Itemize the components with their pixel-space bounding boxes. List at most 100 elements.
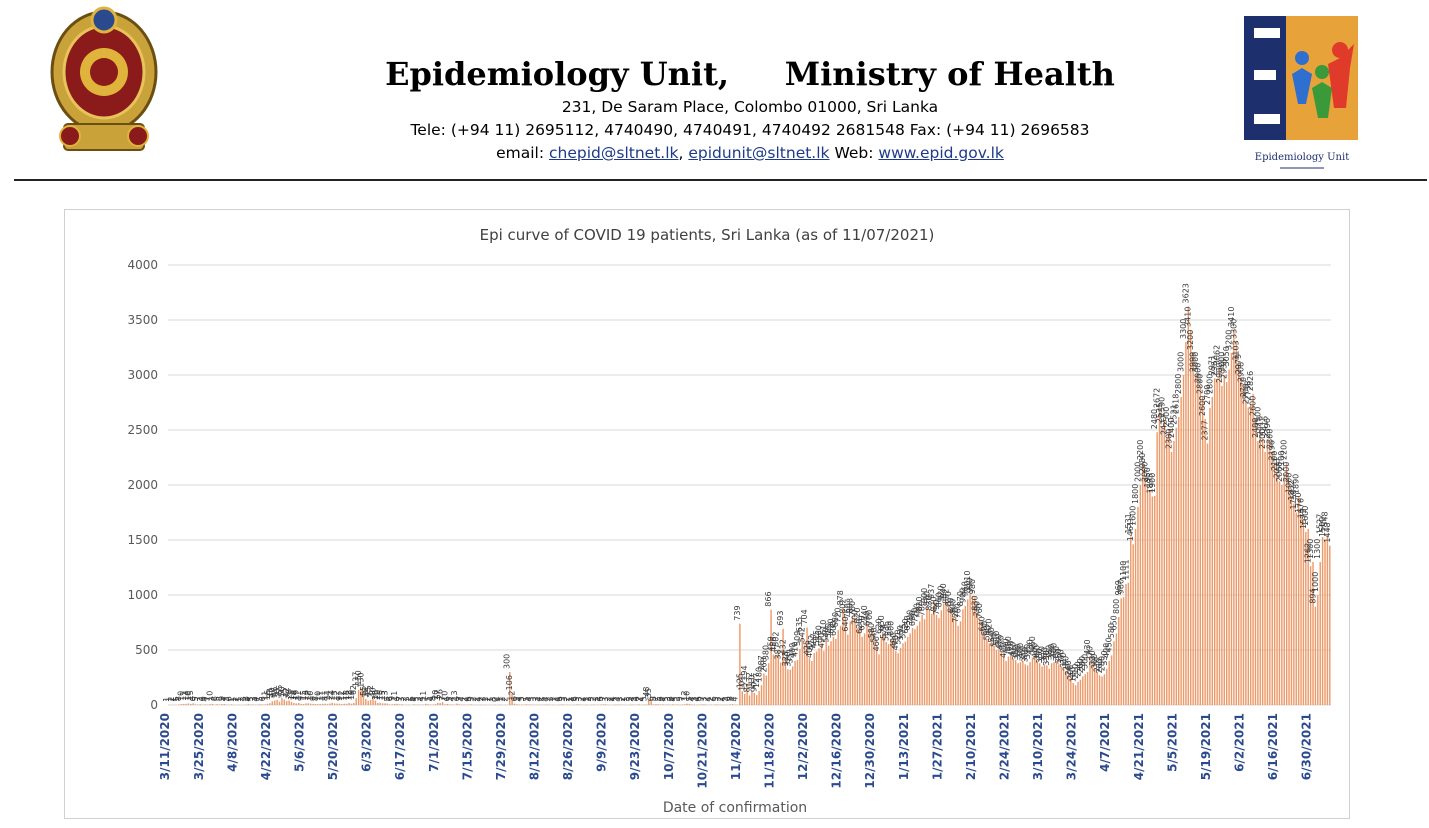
bar xyxy=(1235,342,1237,705)
bar-data-label: 3 xyxy=(690,697,699,702)
bar-data-label: 580 xyxy=(824,623,833,638)
bar-data-label: 0 xyxy=(491,697,500,702)
bar xyxy=(314,704,317,705)
bar-data-label: 4 xyxy=(462,696,471,701)
email-link-chepid[interactable]: chepid@sltnet.lk xyxy=(549,144,679,162)
bar-data-label: 560 xyxy=(814,625,823,640)
bar-data-label: 11 xyxy=(294,691,303,701)
bar-data-label: 40 xyxy=(368,687,377,697)
bar-data-label: 540 xyxy=(870,627,879,642)
email-link-epidunit[interactable]: epidunit@sltnet.lk xyxy=(688,144,830,162)
bar-data-label: 720 xyxy=(951,608,960,623)
bar-data-label: 3623 xyxy=(1181,283,1190,303)
x-tick-label: 3/11/2020 xyxy=(158,713,172,780)
bar-data-label: 10 xyxy=(306,691,315,701)
bar-data-label: 760 xyxy=(954,603,963,618)
bar-data-label: 2 xyxy=(635,697,644,702)
bar-data-label: 14 xyxy=(181,690,190,700)
bar xyxy=(662,704,664,705)
bar-data-label: 268 xyxy=(759,657,768,672)
bar-data-label: 132 xyxy=(745,672,754,687)
bar xyxy=(1089,657,1091,705)
bar xyxy=(950,609,952,705)
bar xyxy=(1178,417,1180,705)
bar-data-label: 35 xyxy=(280,688,289,698)
bar-data-label: 330 xyxy=(1042,650,1051,665)
bar-data-label: 330 xyxy=(1100,650,1109,665)
bar xyxy=(1113,641,1115,705)
bar-data-label: 802 xyxy=(838,598,847,613)
bar-data-label: 740 xyxy=(860,605,869,620)
bar-data-label: 2936 xyxy=(1220,359,1229,379)
bar-data-label: 87 xyxy=(743,682,752,692)
bar-data-label: 5 xyxy=(172,696,181,701)
bar-data-label: 400 xyxy=(805,643,814,658)
bar-data-label: 502 xyxy=(771,631,780,646)
bar-data-label: 700 xyxy=(865,610,874,625)
email-label: email: xyxy=(496,144,550,162)
bar-data-label: 40 xyxy=(268,687,277,697)
bar-data-label: 2200 xyxy=(1280,440,1289,460)
bar xyxy=(842,608,844,705)
bar-data-label: 15 xyxy=(299,690,308,700)
bar xyxy=(1305,531,1307,705)
bar-data-label: 4 xyxy=(493,696,502,701)
bar xyxy=(350,703,353,705)
bar-data-label: 3 xyxy=(249,697,258,702)
bar xyxy=(645,704,648,705)
bar xyxy=(758,691,760,705)
bar-data-label: 600 xyxy=(980,621,989,636)
bar-data-label: 1300 xyxy=(1306,539,1315,559)
x-tick-label: 5/19/2021 xyxy=(1199,713,1213,780)
bar-data-label: 6 xyxy=(225,696,234,701)
bar-data-label: 900 xyxy=(920,588,929,603)
website-link[interactable]: www.epid.gov.lk xyxy=(878,144,1004,162)
bar xyxy=(952,615,955,705)
bar-data-label: 2100 xyxy=(1270,451,1279,471)
bar xyxy=(417,704,420,705)
bar xyxy=(741,691,744,705)
bar-data-label: 2700 xyxy=(1203,385,1212,405)
bar-data-label: 380 xyxy=(762,645,771,660)
bar-data-label: 2 xyxy=(702,697,711,702)
bar-data-label: 270 xyxy=(1093,657,1102,672)
bar-data-label: 14 xyxy=(328,690,337,700)
bar xyxy=(1055,661,1058,705)
bar xyxy=(1182,375,1185,705)
bar-data-label: 11 xyxy=(390,691,399,701)
bar-data-label: 3 xyxy=(402,697,411,702)
bar xyxy=(897,653,899,705)
bar xyxy=(1245,400,1247,705)
bar-data-label: 690 xyxy=(908,611,917,626)
bar xyxy=(1213,378,1216,705)
bar xyxy=(1233,329,1235,705)
bar-data-label: 650 xyxy=(858,615,867,630)
bar-data-label: 780 xyxy=(973,601,982,616)
bar xyxy=(374,700,377,705)
bar-data-label: 12 xyxy=(508,690,517,700)
bar-data-label: 10 xyxy=(184,691,193,701)
bar-data-label: 8 xyxy=(726,696,735,701)
bar-data-label: 2900 xyxy=(1215,363,1224,383)
bar xyxy=(1134,529,1137,705)
bar-data-label: 390 xyxy=(1013,644,1022,659)
bar-data-label: 1548 xyxy=(1320,511,1329,531)
bar xyxy=(389,704,391,705)
x-tick-label: 1/13/2021 xyxy=(897,713,911,780)
bar-data-label: 7 xyxy=(678,696,687,701)
bar-data-label: 65 xyxy=(275,685,284,695)
bar-data-label: 9 xyxy=(388,696,397,701)
bar-data-label: 940 xyxy=(939,583,948,598)
bar-data-label: 574 xyxy=(879,624,888,639)
bar xyxy=(866,623,868,705)
web-label: Web: xyxy=(829,144,879,162)
bar xyxy=(1281,485,1283,705)
bar-data-label: 8 xyxy=(241,696,250,701)
bar-data-label: 35 xyxy=(644,688,653,698)
bar xyxy=(1201,397,1204,705)
bar-data-label: 3 xyxy=(546,697,555,702)
bar-data-label: 2100 xyxy=(1277,451,1286,471)
bar-data-label: 110 xyxy=(747,675,756,690)
bar xyxy=(1302,521,1305,705)
bar xyxy=(544,704,547,705)
